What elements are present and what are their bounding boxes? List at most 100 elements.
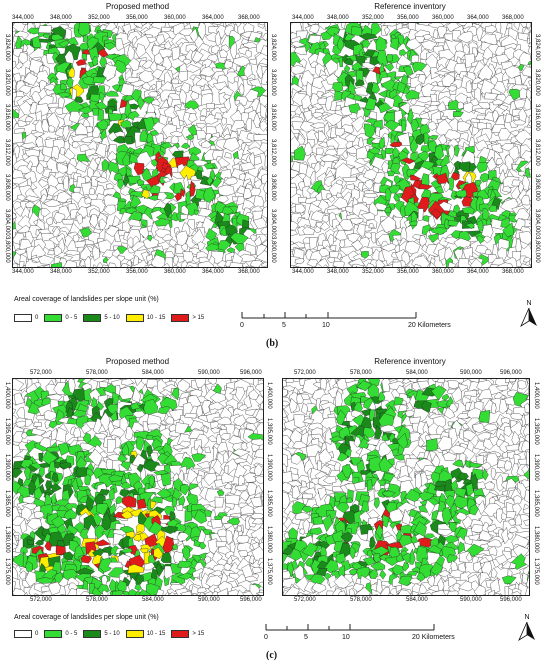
slope-unit xyxy=(351,239,364,252)
slope-unit xyxy=(315,263,322,267)
slope-unit xyxy=(328,182,343,196)
slope-unit xyxy=(61,219,75,225)
slope-unit xyxy=(411,255,430,267)
slope-unit xyxy=(135,436,145,451)
slope-unit xyxy=(157,192,168,201)
slope-unit xyxy=(454,144,460,158)
slope-unit xyxy=(19,261,25,267)
slope-unit xyxy=(111,391,121,406)
slope-unit xyxy=(293,414,306,429)
x-tick: 572,000 xyxy=(30,597,52,603)
y-tick: 1,400,000 xyxy=(4,382,10,409)
slope-unit xyxy=(164,591,170,595)
slope-unit xyxy=(366,549,373,558)
slope-unit xyxy=(169,130,184,138)
slope-unit xyxy=(21,264,26,267)
slope-unit xyxy=(339,219,354,231)
slope-unit xyxy=(129,80,147,88)
slope-unit xyxy=(101,159,109,171)
x-tick: 572,000 xyxy=(30,370,52,376)
slope-unit xyxy=(216,588,228,595)
legend-item: 0 - 5 xyxy=(44,630,77,638)
x-tick: 364,000 xyxy=(202,15,224,21)
slope-unit xyxy=(150,254,167,267)
slope-unit xyxy=(174,192,182,202)
slope-unit xyxy=(457,120,472,132)
y-tick: 3,804,000 xyxy=(270,209,276,236)
slope-unit xyxy=(78,106,94,115)
slope-unit xyxy=(355,566,370,580)
slope-unit xyxy=(378,136,385,150)
legend-c: 0 0 - 5 5 - 10 10 - 15 > 15 xyxy=(14,630,210,638)
slope-unit xyxy=(63,147,76,161)
panel-c-right-title: Reference inventory xyxy=(374,357,446,366)
slope-unit xyxy=(451,171,460,181)
slope-unit xyxy=(479,173,489,183)
slope-unit xyxy=(472,423,487,434)
slope-unit xyxy=(80,423,92,434)
slope-unit xyxy=(256,422,263,436)
slope-unit xyxy=(83,514,97,531)
slope-unit xyxy=(455,511,468,521)
slope-unit xyxy=(242,199,255,210)
slope-unit xyxy=(26,518,43,531)
slope-unit xyxy=(473,584,487,595)
slope-unit xyxy=(115,496,124,504)
slope-unit xyxy=(18,100,35,118)
slope-unit xyxy=(404,219,412,229)
slope-unit xyxy=(389,141,403,147)
x-tick: 352,000 xyxy=(362,269,384,275)
slope-unit xyxy=(371,81,381,94)
slope-unit xyxy=(476,162,489,174)
slope-unit xyxy=(161,263,171,267)
slope-unit xyxy=(334,520,346,536)
slope-unit xyxy=(528,80,531,86)
legend-label: 10 - 15 xyxy=(146,315,166,321)
slope-unit xyxy=(77,379,86,383)
y-tick: 3,800,000 xyxy=(270,236,276,263)
slope-unit xyxy=(244,265,253,267)
slope-unit xyxy=(37,25,52,34)
slope-unit xyxy=(259,402,263,410)
slope-unit xyxy=(409,548,416,565)
slope-unit xyxy=(303,593,312,595)
slope-unit xyxy=(337,252,343,261)
slope-unit xyxy=(413,521,427,538)
slope-unit xyxy=(218,240,232,251)
slope-unit xyxy=(251,518,263,525)
slope-unit xyxy=(302,518,310,535)
y-tick: 1,380,000 xyxy=(266,526,272,553)
slope-unit xyxy=(197,23,206,41)
slope-unit xyxy=(497,563,505,570)
slope-unit xyxy=(499,593,503,595)
legend-label: > 15 xyxy=(192,631,205,637)
slope-unit xyxy=(385,187,392,202)
slope-unit xyxy=(25,570,37,587)
slope-unit xyxy=(153,52,164,65)
slope-unit xyxy=(254,155,262,166)
slope-unit xyxy=(148,474,155,488)
slope-unit xyxy=(290,453,302,465)
slope-unit xyxy=(57,442,70,456)
slope-unit xyxy=(337,452,349,462)
x-tick: 348,000 xyxy=(50,15,72,21)
slope-unit xyxy=(343,64,351,74)
slope-unit xyxy=(167,95,174,109)
slope-unit xyxy=(319,160,326,167)
slope-unit xyxy=(216,489,225,496)
slope-unit xyxy=(431,453,441,470)
y-tick: 1,395,000 xyxy=(533,418,539,445)
slope-unit xyxy=(223,506,232,514)
slope-unit xyxy=(291,229,298,236)
slope-unit xyxy=(474,23,480,25)
slope-unit xyxy=(216,195,229,203)
legend-title-b: Areal coverage of landslides per slope u… xyxy=(14,296,159,303)
legend-swatch xyxy=(83,630,102,638)
slope-unit xyxy=(407,107,414,125)
slope-unit xyxy=(313,161,321,174)
slope-unit xyxy=(170,135,179,145)
slope-unit xyxy=(501,526,509,545)
x-tick: 344,000 xyxy=(292,15,314,21)
slope-unit xyxy=(259,23,267,26)
slope-unit xyxy=(160,552,172,563)
